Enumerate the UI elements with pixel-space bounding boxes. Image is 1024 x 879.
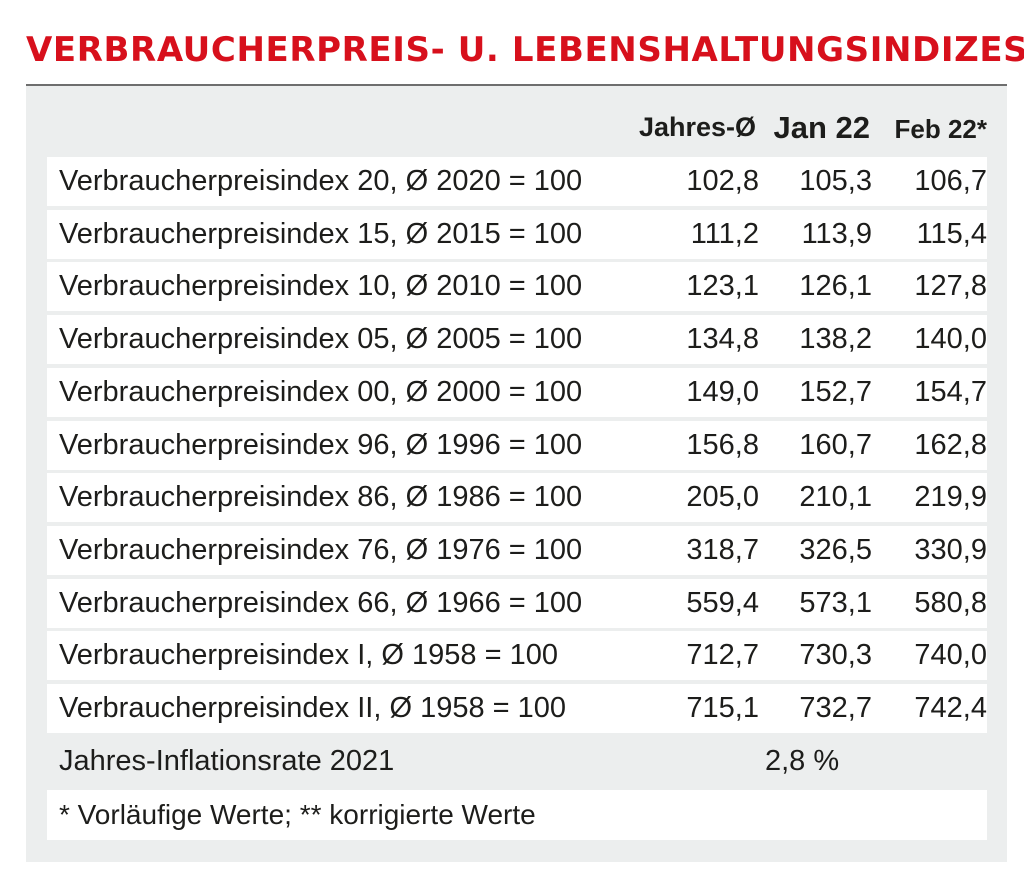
- value-jan: 732,7: [799, 692, 872, 724]
- row-label: Verbraucherpreisindex 86, Ø 1986 = 100: [59, 481, 583, 513]
- value-feb: 580,8: [914, 587, 987, 619]
- footnote-row: * Vorläufige Werte; ** korrigierte Werte: [47, 790, 987, 840]
- value-jahres: 715,1: [686, 692, 759, 724]
- column-header-jahres: Jahres-Ø: [638, 112, 756, 142]
- value-jahres: 102,8: [686, 165, 759, 197]
- page-title: VERBRAUCHERPREIS- U. LEBENSHALTUNGSINDIZ…: [26, 30, 1024, 70]
- value-feb: 330,9: [914, 534, 987, 566]
- row-label: Verbraucherpreisindex 96, Ø 1996 = 100: [59, 429, 583, 461]
- value-jan: 210,1: [799, 481, 872, 513]
- footnote: * Vorläufige Werte; ** korrigierte Werte: [59, 799, 536, 830]
- row-label: Verbraucherpreisindex 76, Ø 1976 = 100: [59, 534, 583, 566]
- row-label: Verbraucherpreisindex 15, Ø 2015 = 100: [59, 218, 583, 250]
- inflation-value: 2,8 %: [765, 745, 840, 777]
- value-jahres: 712,7: [686, 639, 759, 671]
- value-jan: 160,7: [799, 429, 872, 461]
- value-jan: 573,1: [799, 587, 872, 619]
- value-jahres: 318,7: [686, 534, 759, 566]
- value-jahres: 149,0: [686, 376, 759, 408]
- value-feb: 740,0: [914, 639, 987, 671]
- table-row: Verbraucherpreisindex 05, Ø 2005 = 100 13…: [47, 315, 987, 364]
- row-label: Verbraucherpreisindex 20, Ø 2020 = 100: [59, 165, 583, 197]
- value-jahres: 156,8: [686, 429, 759, 461]
- table-row: Verbraucherpreisindex 66, Ø 1966 = 100 55…: [47, 579, 987, 628]
- value-feb: 742,4: [914, 692, 987, 724]
- value-jahres: 123,1: [686, 270, 759, 302]
- value-jan: 113,9: [801, 218, 872, 250]
- table-row: Verbraucherpreisindex 20, Ø 2020 = 100 10…: [47, 157, 987, 206]
- value-feb: 162,8: [914, 429, 987, 461]
- value-jan: 138,2: [799, 323, 872, 355]
- row-label: Verbraucherpreisindex 10, Ø 2010 = 100: [59, 270, 583, 302]
- value-feb: 219,9: [914, 481, 987, 513]
- table-row: Verbraucherpreisindex II, Ø 1958 = 100 71…: [47, 684, 987, 733]
- inflation-label: Jahres-Inflationsrate 2021: [59, 745, 395, 777]
- value-jan: 152,7: [799, 376, 872, 408]
- value-jahres: 205,0: [686, 481, 759, 513]
- value-feb: 140,0: [914, 323, 987, 355]
- column-header-feb: Feb 22*: [894, 114, 988, 144]
- value-feb: 115,4: [916, 218, 987, 250]
- row-label: Verbraucherpreisindex II, Ø 1958 = 100: [59, 692, 567, 724]
- value-jan: 326,5: [799, 534, 872, 566]
- table-row: Verbraucherpreisindex 15, Ø 2015 = 100 11…: [47, 210, 987, 259]
- value-jahres: 559,4: [686, 587, 759, 619]
- row-label: Verbraucherpreisindex 66, Ø 1966 = 100: [59, 587, 583, 619]
- value-feb: 127,8: [914, 270, 987, 302]
- table-row: Verbraucherpreisindex 86, Ø 1986 = 100 20…: [47, 473, 987, 522]
- value-jahres: 111,2: [690, 218, 759, 250]
- table-row: Verbraucherpreisindex 96, Ø 1996 = 100 15…: [47, 421, 987, 470]
- table-row: Verbraucherpreisindex 00, Ø 2000 = 100 14…: [47, 368, 987, 417]
- row-label: Verbraucherpreisindex 05, Ø 2005 = 100: [59, 323, 583, 355]
- row-label: Verbraucherpreisindex 00, Ø 2000 = 100: [59, 376, 583, 408]
- value-feb: 154,7: [914, 376, 987, 408]
- table-row: Verbraucherpreisindex 76, Ø 1976 = 100 31…: [47, 526, 987, 575]
- value-jahres: 134,8: [686, 323, 759, 355]
- column-header-jan: Jan 22: [773, 110, 870, 145]
- title-divider: [26, 84, 1007, 86]
- table-row: Verbraucherpreisindex I, Ø 1958 = 100 712…: [47, 631, 987, 680]
- value-jan: 730,3: [799, 639, 872, 671]
- table-row: Verbraucherpreisindex 10, Ø 2010 = 100 12…: [47, 262, 987, 311]
- value-feb: 106,7: [914, 165, 987, 197]
- value-jan: 105,3: [799, 165, 872, 197]
- inflation-row: Jahres-Inflationsrate 2021 2,8 %: [47, 737, 987, 786]
- value-jan: 126,1: [799, 270, 872, 302]
- row-label: Verbraucherpreisindex I, Ø 1958 = 100: [59, 639, 558, 671]
